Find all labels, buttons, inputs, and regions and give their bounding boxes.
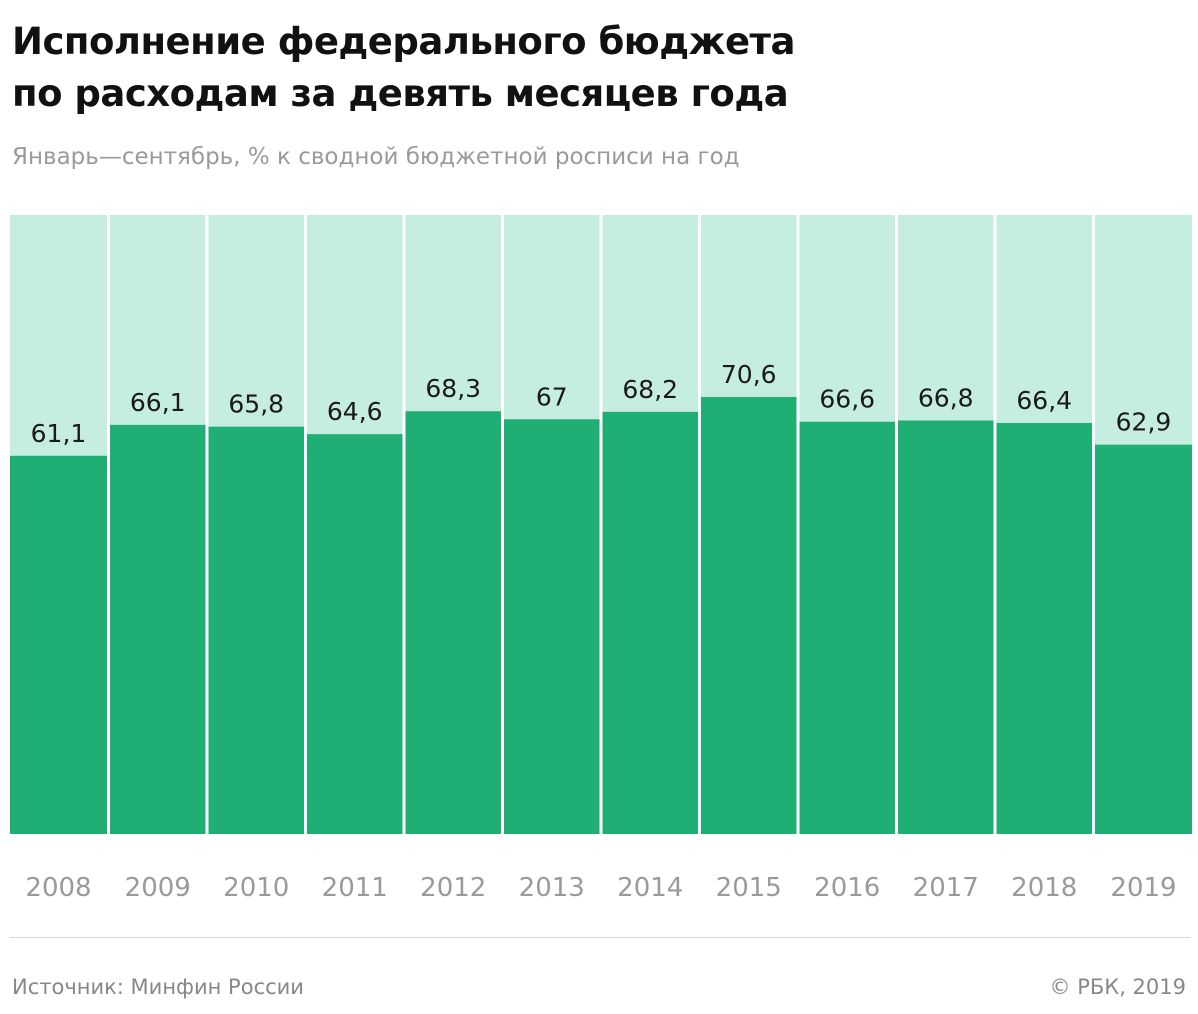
copyright-note: © РБК, 2019 [1049,975,1186,999]
data-label: 66,4 [1016,386,1072,415]
data-label: 64,6 [327,397,383,426]
x-tick-label: 2015 [716,873,782,903]
bar [701,396,797,834]
bar [307,434,403,834]
x-tick-label: 2019 [1110,873,1176,903]
data-label: 70,6 [721,360,777,389]
chart-title-line-2: по расходам за девять месяцев года [12,72,789,115]
chart-title-line-1: Исполнение федерального бюджета [12,20,795,63]
source-note: Источник: Минфин России [12,975,304,999]
footer-divider [10,937,1190,938]
bar [996,422,1092,834]
bar [898,420,994,834]
bar-chart: 61,1 2008 66,1 2009 65,8 2010 64,6 2011 68,3 2012… [10,215,1192,903]
data-label: 68,3 [425,374,481,403]
x-tick-label: 2008 [25,873,91,903]
x-tick-label: 2016 [814,873,880,903]
data-label: 65,8 [228,390,284,419]
x-tick-label: 2010 [223,873,289,903]
data-label: 67 [536,382,568,411]
bar [504,419,600,834]
bar [799,421,895,834]
data-label: 62,9 [1116,408,1172,437]
data-label: 68,2 [622,375,678,404]
data-label: 66,6 [819,385,875,414]
chart-title: Исполнение федерального бюджета по расхо… [12,16,1182,120]
x-tick-label: 2009 [125,873,191,903]
chart-subtitle: Январь—сентябрь, % к сводной бюджетной р… [12,144,740,170]
bar [405,411,501,834]
bar [208,426,304,834]
bar [110,424,206,834]
x-tick-label: 2012 [420,873,486,903]
x-tick-label: 2018 [1011,873,1077,903]
bar [10,455,107,834]
x-tick-label: 2013 [519,873,585,903]
data-label: 66,8 [918,384,974,413]
bar [602,411,698,834]
x-tick-label: 2017 [913,873,979,903]
x-tick-label: 2011 [322,873,388,903]
x-tick-label: 2014 [617,873,683,903]
bar [1095,444,1192,834]
data-label: 61,1 [31,419,87,448]
data-label: 66,1 [130,388,186,417]
